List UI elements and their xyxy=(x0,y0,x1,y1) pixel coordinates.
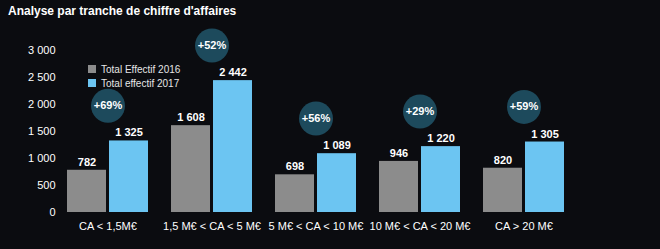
svg-text:+69%: +69% xyxy=(94,99,123,111)
svg-text:1 000: 1 000 xyxy=(28,152,56,164)
svg-text:1 089: 1 089 xyxy=(323,139,351,151)
svg-text:2 000: 2 000 xyxy=(28,98,56,110)
svg-text:+59%: +59% xyxy=(510,100,539,112)
svg-text:1 220: 1 220 xyxy=(427,132,455,144)
svg-text:1 325: 1 325 xyxy=(115,126,143,138)
html-text:Total effectif 2017: Total effectif 2017 xyxy=(101,77,180,89)
svg-text:2 442: 2 442 xyxy=(219,66,247,78)
html-text:Total Effectif 2016: Total Effectif 2016 xyxy=(101,63,181,75)
svg-text:CA < 1,5M€: CA < 1,5M€ xyxy=(79,220,137,232)
svg-text:CA > 20 M€: CA > 20 M€ xyxy=(495,220,553,232)
svg-text:1 500: 1 500 xyxy=(28,125,56,137)
svg-text:1 305: 1 305 xyxy=(531,128,559,140)
svg-text:500: 500 xyxy=(37,179,55,191)
svg-text:5 M€ < CA < 10 M€: 5 M€ < CA < 10 M€ xyxy=(269,220,364,232)
svg-text:+52%: +52% xyxy=(198,39,227,51)
svg-text:2 500: 2 500 xyxy=(28,71,56,83)
svg-text:946: 946 xyxy=(390,147,408,159)
svg-text:782: 782 xyxy=(78,156,96,168)
svg-text:+29%: +29% xyxy=(406,105,435,117)
svg-text:1,5 M€ < CA < 5 M€: 1,5 M€ < CA < 5 M€ xyxy=(163,220,261,232)
svg-text:1 608: 1 608 xyxy=(177,111,205,123)
html-text:Analyse par tranche de chiffre: Analyse par tranche de chiffre d'affaire… xyxy=(8,4,237,18)
svg-text:820: 820 xyxy=(494,154,512,166)
svg-text:3 000: 3 000 xyxy=(28,44,56,56)
svg-text:10 M€ < CA < 20 M€: 10 M€ < CA < 20 M€ xyxy=(370,220,471,232)
svg-text:0: 0 xyxy=(49,206,55,218)
svg-text:+56%: +56% xyxy=(302,112,331,124)
svg-text:698: 698 xyxy=(286,160,304,172)
